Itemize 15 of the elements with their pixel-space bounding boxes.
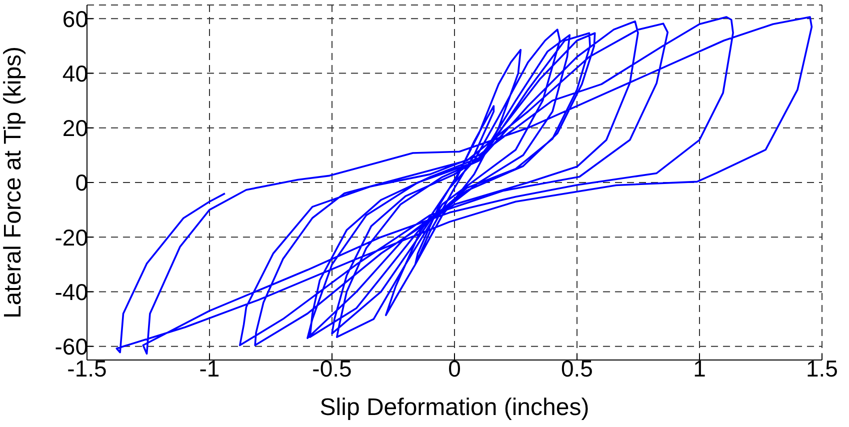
y-tick-label: 0 (75, 170, 88, 196)
line-series (116, 16, 813, 355)
y-tick-label: -40 (54, 278, 88, 305)
y-tick-label: 60 (62, 6, 88, 32)
x-axis-title: Slip Deformation (inches) (320, 394, 590, 421)
x-tick-label: 1.5 (806, 355, 838, 382)
y-tick-label: 20 (62, 115, 88, 142)
y-tick-label: 40 (62, 60, 88, 86)
x-tick-label: 0.5 (561, 355, 593, 382)
x-tick-label: 1 (693, 355, 706, 382)
x-tick-label: -1 (199, 355, 220, 382)
y-axis-title: Lateral Force at Tip (kips) (0, 46, 27, 319)
x-tick-label: -0.5 (312, 355, 352, 382)
y-tick-label: -20 (54, 224, 88, 250)
x-tick-label: 0 (448, 355, 461, 382)
